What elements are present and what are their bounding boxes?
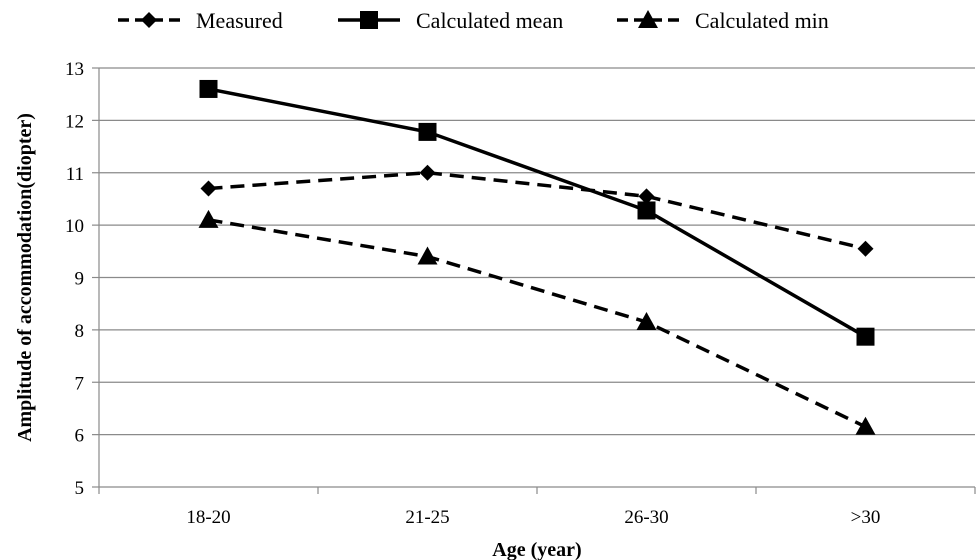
y-tick-label: 6	[75, 426, 85, 447]
legend-label: Calculated min	[695, 8, 829, 33]
y-tick-label: 10	[65, 216, 84, 237]
y-tick-label: 8	[75, 321, 85, 342]
data-point-square	[199, 79, 218, 98]
x-tick-label: 18-20	[186, 507, 230, 528]
series-calculated-mean	[199, 79, 875, 346]
x-tick-label: 26-30	[624, 507, 668, 528]
y-tick-label: 7	[75, 373, 85, 394]
x-axis-title: Age (year)	[492, 539, 581, 560]
data-point-diamond	[638, 188, 655, 205]
legend-marker	[360, 11, 378, 29]
legend-label: Calculated mean	[416, 8, 563, 33]
data-point-triangle	[198, 209, 219, 228]
legend: Measured Calculated mean Calculated min	[118, 8, 829, 33]
y-tick-label: 12	[65, 111, 84, 132]
legend-label: Measured	[196, 8, 283, 33]
data-point-diamond	[857, 240, 874, 257]
x-tick-labels: 18-20 21-25 26-30 >30	[186, 507, 880, 528]
series-measured	[200, 164, 874, 257]
y-tick-labels: 5 6 7 8 9 10 11 12 13	[65, 59, 84, 499]
legend-marker	[638, 10, 658, 28]
axes	[92, 67, 976, 494]
series-line	[208, 87, 867, 339]
series-group	[198, 79, 876, 435]
data-point-diamond	[419, 164, 436, 181]
data-point-square	[856, 327, 875, 346]
data-point-triangle	[855, 416, 876, 435]
y-axis-title: Amplitude of accommodation(diopter)	[14, 113, 36, 442]
legend-item: Calculated min	[617, 8, 829, 33]
data-point-square	[637, 201, 656, 220]
legend-marker	[141, 12, 157, 28]
y-tick-label: 11	[66, 164, 84, 185]
series-line	[208, 170, 866, 251]
series-calculated-min	[198, 209, 876, 435]
data-point-triangle	[636, 312, 657, 331]
legend-item: Calculated mean	[338, 8, 563, 33]
legend-item: Measured	[118, 8, 283, 33]
data-point-diamond	[200, 180, 217, 197]
data-point-square	[418, 122, 437, 141]
y-tick-label: 13	[65, 59, 84, 80]
x-tick-label: 21-25	[405, 507, 449, 528]
series-line	[208, 218, 867, 429]
y-tick-label: 9	[75, 269, 85, 290]
gridlines	[99, 67, 975, 436]
data-point-triangle	[417, 246, 438, 265]
y-tick-label: 5	[75, 478, 85, 499]
x-tick-label: >30	[851, 507, 881, 528]
